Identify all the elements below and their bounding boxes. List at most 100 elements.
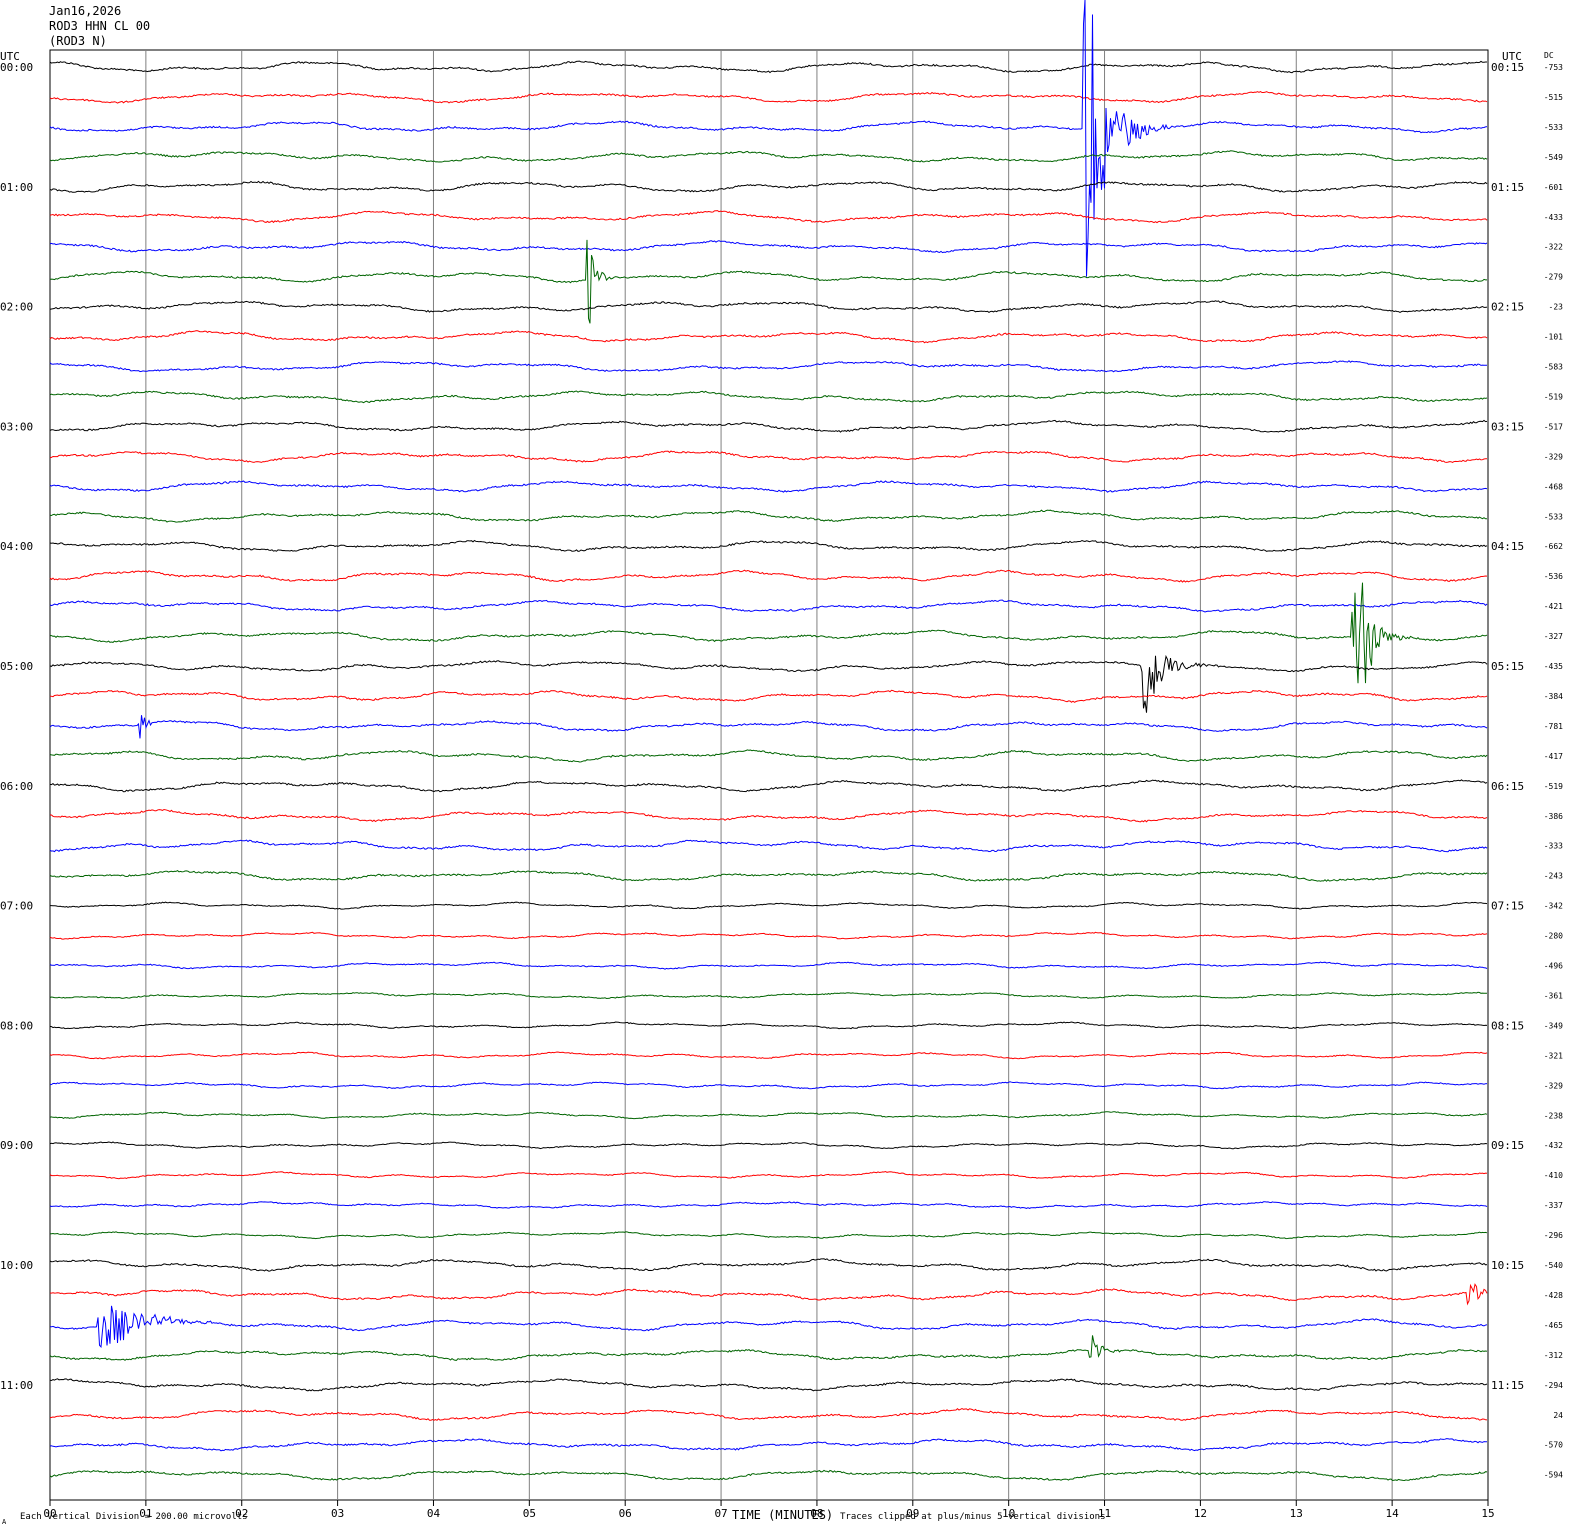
x-tick-label: 13	[1290, 1507, 1303, 1520]
trace-line	[49, 569, 1488, 583]
dc-offset-label: -322	[1544, 243, 1563, 252]
trace-line	[49, 961, 1488, 970]
station-id: ROD3 HHN CL 00	[49, 19, 151, 33]
x-tick-label: 07	[714, 1507, 727, 1520]
dc-offset-label: -428	[1544, 1291, 1563, 1300]
trace-line	[49, 60, 1487, 74]
left-time-label: 10:00	[0, 1259, 33, 1272]
dc-offset-label: -432	[1544, 1141, 1563, 1150]
trace-line	[49, 1335, 1488, 1361]
trace-line	[49, 419, 1488, 433]
trace-line	[49, 654, 1488, 713]
dc-offset-label: -243	[1544, 872, 1563, 881]
x-tick-label: 06	[619, 1507, 632, 1520]
dc-offset-label: -583	[1544, 363, 1563, 372]
dc-offset-label: -329	[1544, 452, 1563, 461]
left-time-label: 05:00	[0, 660, 33, 673]
trace-line	[49, 599, 1488, 613]
dc-offset-label: -417	[1544, 752, 1563, 761]
trace-line	[49, 450, 1487, 463]
trace-line	[50, 901, 1488, 910]
dc-offset-label: -515	[1544, 93, 1563, 102]
x-tick-label: 00	[43, 1507, 56, 1520]
dc-offset-label: -781	[1544, 722, 1563, 731]
left-time-label: 04:00	[0, 540, 33, 553]
right-time-label: 05:15	[1491, 660, 1524, 673]
dc-offset-label: -279	[1544, 273, 1563, 282]
trace-line	[49, 539, 1488, 552]
dc-offset-label: -327	[1544, 632, 1563, 641]
dc-offset-label: -570	[1544, 1441, 1563, 1450]
dc-offset-label: -753	[1544, 63, 1563, 72]
dc-offset-label: -386	[1544, 812, 1563, 821]
dc-offset-label: -468	[1544, 482, 1563, 491]
x-tick-label: 15	[1481, 1507, 1494, 1520]
dc-offset-label: -361	[1544, 991, 1563, 1000]
trace-line	[49, 91, 1488, 104]
corner-mark: A	[2, 1518, 7, 1526]
x-axis-label: TIME (MINUTES)	[732, 1508, 834, 1522]
x-tick-label: 08	[810, 1507, 823, 1520]
x-tick-label: 03	[331, 1507, 344, 1520]
dc-offset-label: -519	[1544, 392, 1563, 401]
trace-line	[49, 1438, 1488, 1452]
plot-frame	[49, 49, 1489, 1501]
dc-offset-label: -496	[1544, 962, 1563, 971]
station-location: (ROD3 N)	[49, 34, 107, 48]
trace-line	[49, 1201, 1488, 1210]
trace-line	[49, 1170, 1488, 1180]
trace-line	[49, 360, 1487, 373]
trace-line	[49, 0, 1488, 277]
dc-label: DC	[1544, 51, 1554, 60]
trace-line	[49, 1283, 1488, 1306]
trace-line	[49, 1051, 1488, 1060]
left-time-label: 01:00	[0, 181, 33, 194]
dc-offset-label: -101	[1544, 333, 1563, 342]
left-time-label: 06:00	[0, 780, 33, 793]
trace-line	[49, 239, 1487, 324]
dc-offset-label: 24	[1553, 1411, 1563, 1420]
trace-line	[49, 1408, 1488, 1421]
dc-offset-label: -549	[1544, 153, 1563, 162]
dc-offset-label: -384	[1544, 692, 1563, 701]
right-time-label: 01:15	[1491, 181, 1524, 194]
left-time-label: 07:00	[0, 900, 33, 913]
trace-line	[49, 689, 1488, 703]
left-time-label: 08:00	[0, 1019, 33, 1032]
left-time-label: 03:00	[0, 420, 33, 433]
clip-note: Traces clipped at plus/minus 5 vertical …	[840, 1512, 1106, 1522]
x-tick-label: 01	[139, 1507, 152, 1520]
right-time-label: 08:15	[1491, 1019, 1524, 1032]
dc-offset-label: -601	[1544, 183, 1563, 192]
trace-line	[49, 582, 1488, 684]
trace-line	[49, 330, 1488, 344]
dc-offset-label: -312	[1544, 1351, 1563, 1360]
left-time-label: 02:00	[0, 301, 33, 314]
trace-line	[50, 1305, 1488, 1349]
right-time-label: 06:15	[1491, 780, 1524, 793]
trace-line	[49, 1469, 1488, 1482]
trace-line	[49, 839, 1488, 853]
trace-line	[49, 779, 1488, 793]
trace-line	[49, 210, 1488, 224]
trace-line	[49, 931, 1488, 940]
trace-line	[49, 1231, 1488, 1240]
dc-offset-label: -435	[1544, 662, 1563, 671]
x-tick-label: 09	[906, 1507, 919, 1520]
right-time-label: 04:15	[1491, 540, 1524, 553]
trace-line	[50, 808, 1488, 823]
right-time-label: 00:15	[1491, 61, 1524, 74]
dc-offset-label: -519	[1544, 782, 1563, 791]
chart-date: Jan16,2026	[49, 4, 122, 18]
trace-line	[49, 150, 1488, 163]
left-time-label: 09:00	[0, 1139, 33, 1152]
dc-offset-label: -294	[1544, 1381, 1563, 1390]
dc-offset-label: -329	[1544, 1081, 1563, 1090]
trace-line	[49, 870, 1488, 882]
trace-line	[49, 240, 1488, 254]
trace-line	[49, 1081, 1488, 1090]
left-axis-label: UTC	[0, 50, 20, 63]
x-tick-label: 05	[523, 1507, 536, 1520]
trace-line	[49, 1141, 1488, 1150]
